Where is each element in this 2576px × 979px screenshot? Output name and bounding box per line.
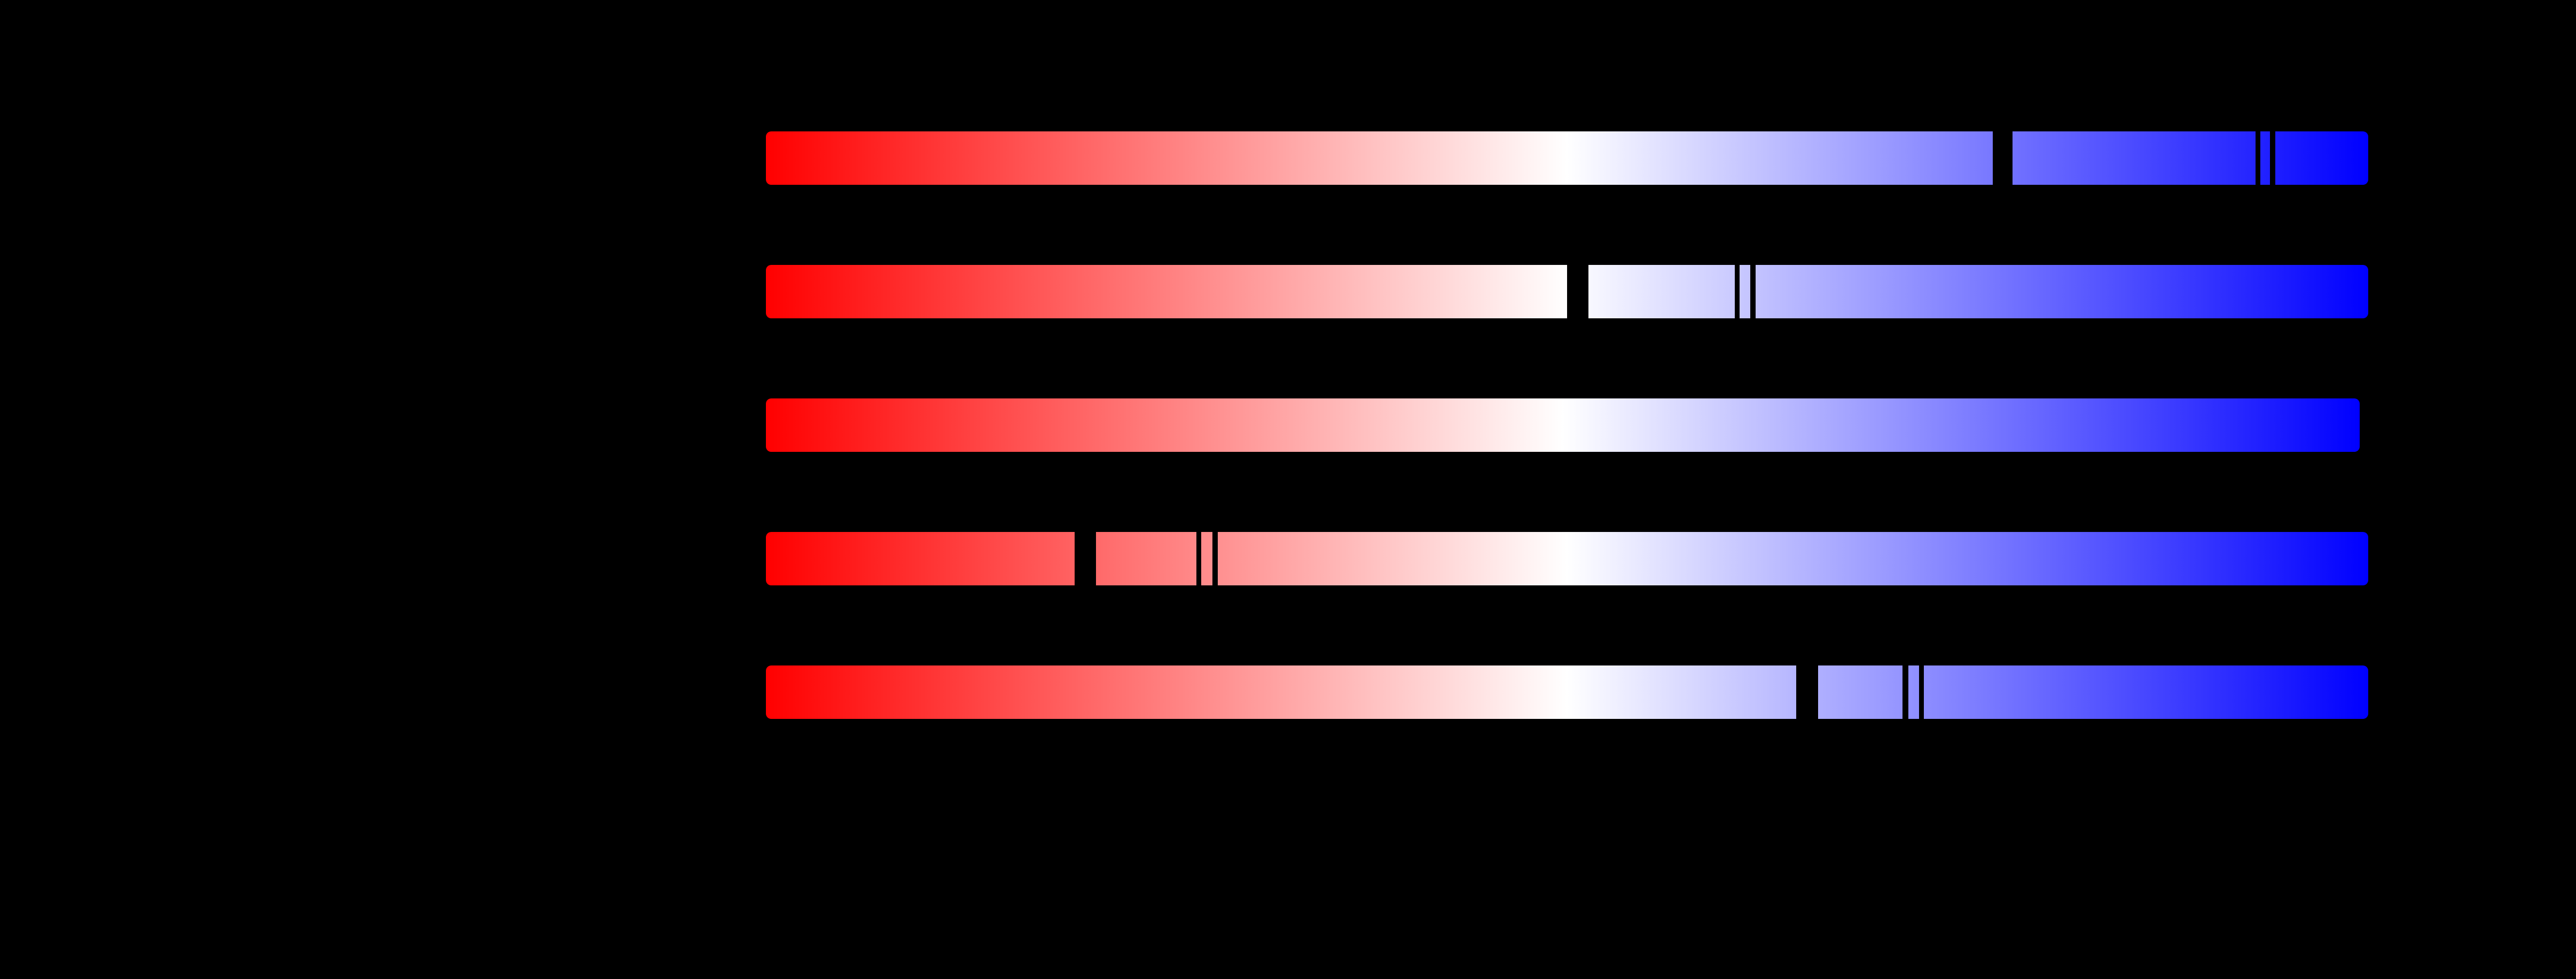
wide-tick-mark (1993, 131, 2013, 185)
thin-tick-mark (1902, 665, 1908, 719)
thin-tick-mark (1735, 264, 1740, 319)
thin-tick-mark (1750, 264, 1756, 319)
thin-tick-mark (2270, 131, 2275, 185)
gradient-bar-row-3 (766, 398, 2360, 452)
wide-tick-mark (1567, 264, 1588, 319)
wide-tick-mark (1075, 531, 1096, 586)
gradient-bar-row-4 (766, 531, 2368, 586)
gradient-bar-row-1 (766, 131, 2368, 185)
thin-tick-mark (1212, 531, 1218, 586)
gradient-bar-row-5 (766, 665, 2368, 719)
thin-tick-mark (1919, 665, 1924, 719)
thin-tick-mark (2256, 131, 2260, 185)
gradient-bar-row-2 (766, 264, 2368, 319)
wide-tick-mark (1796, 665, 1818, 719)
thin-tick-mark (1196, 531, 1201, 586)
